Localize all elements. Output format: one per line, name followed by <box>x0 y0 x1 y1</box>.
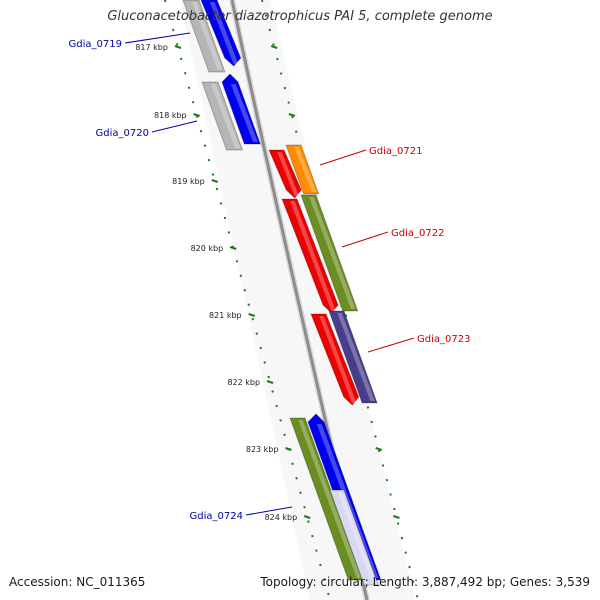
tick-label: 821 kbp <box>209 311 242 320</box>
tick-mark-inner <box>174 45 182 49</box>
tick-label: 822 kbp <box>227 378 260 387</box>
tick-label: 823 kbp <box>246 445 279 454</box>
label-leader-gdia-0724 <box>245 506 293 516</box>
gene-gdia-0721-red-shine <box>277 152 300 196</box>
tick-mark-outer <box>288 113 296 117</box>
gene-gdia-0720-gray[interactable] <box>201 81 244 151</box>
gene-gdia-0719[interactable] <box>200 0 242 67</box>
label-leader-gdia-0723 <box>367 337 415 353</box>
tick-label: 817 kbp <box>135 43 168 52</box>
tick-mark-outer <box>375 447 383 451</box>
tick-label: 820 kbp <box>191 244 224 253</box>
tick-mark-inner <box>248 313 255 317</box>
gene-gdia-0723-red-shine <box>319 316 357 403</box>
gene-gdia-0721-red[interactable] <box>268 149 302 199</box>
accession-text: Accession: NC_011365 <box>9 575 146 589</box>
tick-mark-inner <box>193 113 200 117</box>
gene-gdia-0722-red-shine <box>290 201 336 311</box>
gene-gdia-0719-gray[interactable] <box>182 0 226 73</box>
gene-gdia-0720-gray-shine <box>210 84 241 148</box>
gene-gdia-0722[interactable] <box>300 194 359 312</box>
gene-label-gdia-0723[interactable]: Gdia_0723 <box>417 334 470 345</box>
gene-gdia-0723[interactable] <box>328 310 378 404</box>
tick-mark-outer <box>393 515 400 519</box>
gene-gdia-0724-pale[interactable] <box>329 489 379 586</box>
tick-mark-inner <box>303 515 311 519</box>
genome-summary-text: Topology: circular; Length: 3,887,492 bp… <box>260 575 590 589</box>
gene-gdia-0720[interactable] <box>221 73 262 145</box>
gene-gdia-0723-shine <box>337 313 375 401</box>
gene-gdia-0722-red[interactable] <box>281 198 339 314</box>
gene-gdia-0720-shine <box>230 84 258 142</box>
gene-gdia-0723-red[interactable] <box>310 313 360 406</box>
label-leader-gdia-0719 <box>124 32 191 44</box>
label-leader-gdia-0721 <box>319 149 367 166</box>
gene-gdia-0721[interactable] <box>285 144 320 195</box>
tick-mark-inner <box>229 246 237 250</box>
gene-gdia-0724-pale-shine <box>337 492 377 583</box>
tick-mark-inner <box>211 179 219 183</box>
tick-label: 819 kbp <box>172 177 205 186</box>
tick-mark-outer <box>270 45 278 49</box>
tick-label: 818 kbp <box>154 111 187 120</box>
gene-label-gdia-0719[interactable]: Gdia_0719 <box>69 39 122 50</box>
gene-gdia-0719-gray-shine <box>191 2 223 70</box>
gene-gdia-0724-olive-shine <box>298 420 362 578</box>
gene-gdia-0719-shine <box>209 2 239 64</box>
tick-mark-inner <box>285 447 292 451</box>
genome-title: Gluconacetobacter diazotrophicus PAI 5, … <box>107 9 493 24</box>
tick-mark-inner <box>266 380 274 384</box>
gene-gdia-0721-shine <box>294 147 317 192</box>
label-leader-gdia-0720 <box>151 120 198 133</box>
tick-label: 824 kbp <box>265 513 298 522</box>
gene-gdia-0722-shine <box>309 197 356 309</box>
gene-label-gdia-0720[interactable]: Gdia_0720 <box>96 128 149 139</box>
gene-label-gdia-0724[interactable]: Gdia_0724 <box>190 511 243 522</box>
label-leader-gdia-0722 <box>341 231 389 248</box>
gene-label-gdia-0722[interactable]: Gdia_0722 <box>391 228 444 239</box>
gene-label-gdia-0721[interactable]: Gdia_0721 <box>369 146 422 157</box>
